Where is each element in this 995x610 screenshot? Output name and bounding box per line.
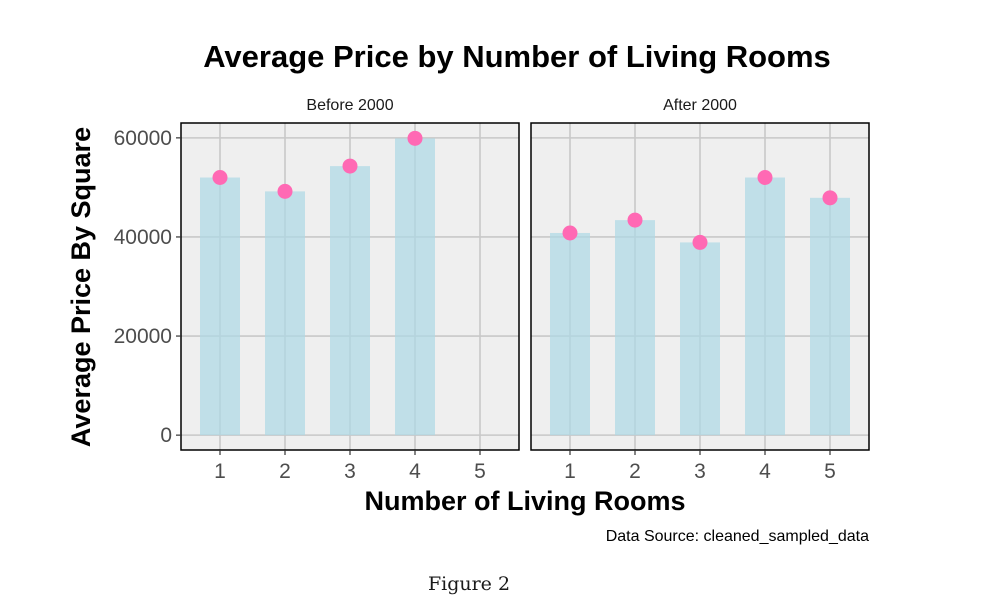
- x-axis-title: Number of Living Rooms: [364, 486, 685, 516]
- y-tick-label: 0: [160, 424, 172, 447]
- bar: [550, 232, 590, 436]
- y-axis: 0 20000 40000 60000: [114, 127, 181, 447]
- y-tick-label: 20000: [114, 325, 172, 348]
- facet-panel: Before 2000 1 2 3 4 5: [180, 97, 520, 483]
- figure-label: Figure 2: [428, 573, 510, 595]
- data-point: [407, 130, 423, 146]
- facet-panel: After 2000 1 2 3 4 5: [530, 97, 870, 483]
- x-tick-label: 5: [824, 460, 836, 483]
- x-tick-label: 4: [409, 460, 421, 483]
- bar: [810, 197, 850, 436]
- bar: [265, 191, 305, 436]
- facet-panels: Before 2000 1 2 3 4 5 After 2000 1 2 3 4 5: [180, 97, 870, 483]
- x-tick-label: 2: [279, 460, 291, 483]
- x-tick-label: 5: [474, 460, 486, 483]
- bar: [615, 220, 655, 436]
- caption: Data Source: cleaned_sampled_data: [606, 528, 869, 545]
- data-point: [822, 190, 838, 206]
- x-tick-label: 2: [629, 460, 641, 483]
- bar: [680, 242, 720, 436]
- bar: [330, 166, 370, 436]
- facet-strip-label: Before 2000: [306, 97, 393, 114]
- bar: [745, 177, 785, 436]
- data-point: [212, 170, 228, 185]
- x-tick-label: 3: [344, 460, 356, 483]
- data-point: [627, 212, 643, 228]
- data-point: [277, 183, 293, 199]
- x-tick-label: 1: [564, 460, 576, 483]
- data-point: [342, 158, 358, 174]
- x-tick-label: 4: [759, 460, 771, 483]
- data-point: [562, 225, 578, 241]
- data-point: [757, 170, 773, 185]
- facet-strip-label: After 2000: [663, 97, 737, 114]
- x-tick-label: 1: [214, 460, 226, 483]
- y-tick-label: 40000: [114, 226, 172, 249]
- y-tick-label: 60000: [114, 127, 172, 150]
- data-point: [692, 234, 708, 250]
- chart-title: Average Price by Number of Living Rooms: [203, 39, 831, 74]
- bar: [395, 138, 435, 436]
- y-axis-title: Average Price By Square: [66, 127, 96, 447]
- bar: [200, 177, 240, 436]
- x-tick-label: 3: [694, 460, 706, 483]
